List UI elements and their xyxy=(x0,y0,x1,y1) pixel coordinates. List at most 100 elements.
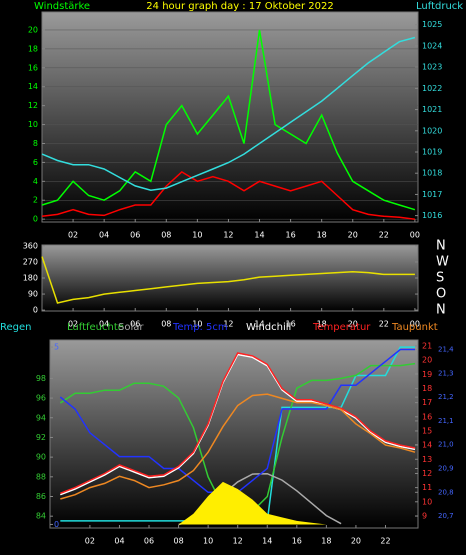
y2-tick-label: 1018 xyxy=(422,169,442,178)
y2-tick-label: 1020 xyxy=(422,126,442,135)
x-tick-label: 04 xyxy=(99,320,109,329)
x-tick-label: 12 xyxy=(223,320,233,329)
y2-tick-label: 1025 xyxy=(422,20,442,29)
y4-tick-label: 21,1 xyxy=(438,417,454,425)
y-tick-label: 16 xyxy=(28,63,38,72)
x-tick-label: 12 xyxy=(233,537,243,546)
y-tick-label: 270 xyxy=(23,257,38,266)
y2-tick-label: 13 xyxy=(422,455,432,464)
y-tick-label: 8 xyxy=(33,139,38,148)
y2-tick-label: 15 xyxy=(422,426,432,435)
x-tick-label: 02 xyxy=(85,537,95,546)
x-tick-label: 04 xyxy=(99,231,109,240)
x-tick-label: 06 xyxy=(130,231,140,240)
y2-axis-title: Luftdruck xyxy=(416,1,463,12)
y2-tick-label: 1023 xyxy=(422,63,442,72)
y2-tick-label: 14 xyxy=(422,441,432,450)
y2-tick-label: 10 xyxy=(422,497,432,506)
y2-tick-label: 1022 xyxy=(422,84,442,93)
x-tick-label: 18 xyxy=(321,537,331,546)
x-tick-label: 20 xyxy=(351,537,361,546)
area xyxy=(60,481,416,525)
y2-tick-label: 19 xyxy=(422,370,432,379)
y2-tick-label: 12 xyxy=(422,469,432,478)
x-tick-label: 10 xyxy=(192,320,202,329)
x-tick-label: 16 xyxy=(292,537,302,546)
y-tick-label: 86 xyxy=(36,492,46,501)
x-tick-label: 06 xyxy=(130,320,140,329)
x-tick-label: 16 xyxy=(286,320,296,329)
x-tick-label: 08 xyxy=(173,537,183,546)
legend-entry: Regen xyxy=(0,322,32,333)
x-tick-label: 22 xyxy=(380,537,390,546)
y2-tick-label: 17 xyxy=(422,398,432,407)
x-tick-label: 18 xyxy=(317,320,327,329)
y-tick-label: 90 xyxy=(36,453,46,462)
x-tick-label: 22 xyxy=(379,320,389,329)
x-tick-label: 08 xyxy=(161,231,171,240)
y-tick-label: 360 xyxy=(23,241,38,250)
x-tick-label: 04 xyxy=(114,537,124,546)
x-tick-label: 12 xyxy=(223,231,233,240)
y-tick-label: 12 xyxy=(28,101,38,110)
y-tick-label: 84 xyxy=(36,512,46,521)
y4-tick-label: 20,8 xyxy=(438,488,454,496)
y2-tick-label: 21 xyxy=(422,341,432,350)
x-tick-label: 02 xyxy=(68,231,78,240)
y-tick-label: 2 xyxy=(33,196,38,205)
y2-tick-label: W xyxy=(436,254,449,269)
y2-tick-label: S xyxy=(436,271,444,286)
y4-tick-label: 21,4 xyxy=(438,346,454,354)
x-tick-label: 22 xyxy=(379,231,389,240)
y-tick-label: 88 xyxy=(36,472,46,481)
line xyxy=(41,256,415,304)
y2-tick-label: 1024 xyxy=(422,41,442,50)
y2-tick-label: 1017 xyxy=(422,190,442,199)
y2-tick-label: 9 xyxy=(422,511,427,520)
y-tick-label: 6 xyxy=(33,158,38,167)
y2-tick-label: 16 xyxy=(422,412,432,421)
x-tick-label: 20 xyxy=(348,231,358,240)
y-axis-title: Windstärke xyxy=(34,1,90,12)
y-tick-label: 18 xyxy=(28,44,38,53)
y2-tick-label: 11 xyxy=(422,483,432,492)
y-tick-label: 94 xyxy=(36,413,46,422)
line xyxy=(41,170,415,220)
y4-tick-label: 20,7 xyxy=(438,512,454,520)
legend-entry: Windchill xyxy=(246,322,291,333)
x-tick-label: 18 xyxy=(317,231,327,240)
y-tick-label: 14 xyxy=(28,82,38,91)
y4-tick-label: 21,0 xyxy=(438,441,454,449)
x-tick-label: 00 xyxy=(410,231,420,240)
legend-entry: Taupunkt xyxy=(391,322,438,333)
plot-area xyxy=(41,11,419,223)
line xyxy=(41,29,416,211)
legend-entry: Luftfeuchte xyxy=(67,322,124,333)
x-tick-label: 10 xyxy=(203,537,213,546)
y-tick-label: 0 xyxy=(33,215,38,224)
y2-tick-label: 1021 xyxy=(422,105,442,114)
y-tick-label: 20 xyxy=(28,25,38,34)
x-tick-label: 10 xyxy=(192,231,202,240)
x-tick-label: 06 xyxy=(144,537,154,546)
y4-tick-label: 20,9 xyxy=(438,465,454,473)
plot-area xyxy=(41,244,419,312)
y2-tick-label: 1019 xyxy=(422,148,442,157)
line xyxy=(41,36,416,191)
legend-entry: Solar xyxy=(118,322,144,333)
y-tick-label: 92 xyxy=(36,433,46,442)
x-tick-label: 20 xyxy=(348,320,358,329)
chart-title: 24 hour graph day : 17 Oktober 2022 xyxy=(146,1,333,12)
y2-tick-label: 18 xyxy=(422,384,432,393)
y-tick-label: 10 xyxy=(28,120,38,129)
y2-tick-label: 1016 xyxy=(422,211,442,220)
y-tick-label: 180 xyxy=(23,274,38,283)
x-tick-label: 14 xyxy=(254,231,264,240)
line xyxy=(60,393,416,500)
y-tick-label: 90 xyxy=(28,290,38,299)
y-tick-label: 0 xyxy=(33,306,38,315)
y-tick-label: 98 xyxy=(36,374,46,383)
y-tick-label: 96 xyxy=(36,394,46,403)
x-tick-label: 08 xyxy=(161,320,171,329)
